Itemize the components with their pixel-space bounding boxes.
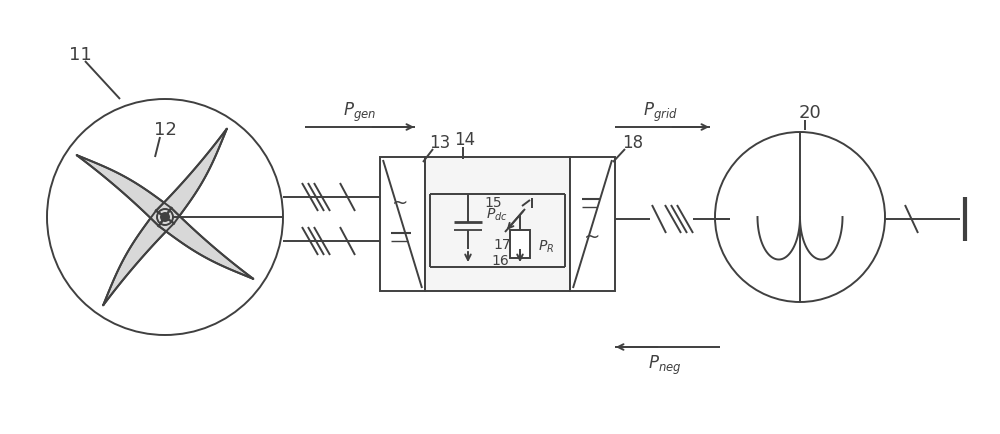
Text: 17: 17 xyxy=(493,237,511,251)
Text: 18: 18 xyxy=(622,134,644,151)
Circle shape xyxy=(161,214,169,221)
Text: 20: 20 xyxy=(799,104,821,122)
Polygon shape xyxy=(156,129,227,224)
FancyBboxPatch shape xyxy=(510,230,530,258)
Polygon shape xyxy=(103,211,174,306)
FancyBboxPatch shape xyxy=(570,158,615,291)
Text: $P_R$: $P_R$ xyxy=(538,238,554,255)
Polygon shape xyxy=(159,208,253,279)
Text: $P_{neg}$: $P_{neg}$ xyxy=(648,352,682,376)
Text: $P_{grid}$: $P_{grid}$ xyxy=(643,100,677,123)
Text: 12: 12 xyxy=(154,121,176,139)
Text: ~: ~ xyxy=(392,193,409,212)
Text: $P_{gen}$: $P_{gen}$ xyxy=(343,100,377,123)
Text: ~: ~ xyxy=(584,227,601,246)
FancyBboxPatch shape xyxy=(380,158,425,291)
Text: 13: 13 xyxy=(429,134,451,151)
Text: 15: 15 xyxy=(484,196,502,210)
Text: $P_{dc}$: $P_{dc}$ xyxy=(486,206,508,223)
Text: 16: 16 xyxy=(491,253,509,267)
Polygon shape xyxy=(77,156,171,227)
Text: 14: 14 xyxy=(454,131,476,149)
FancyBboxPatch shape xyxy=(425,158,570,291)
Text: 11: 11 xyxy=(69,46,91,64)
